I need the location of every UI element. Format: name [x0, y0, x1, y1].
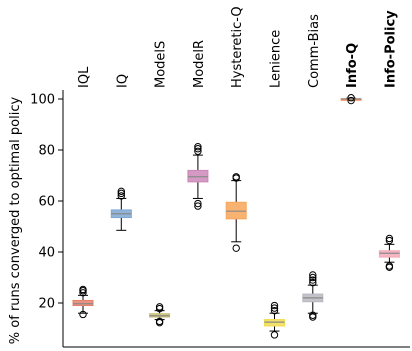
- box-modelr: [187, 142, 209, 210]
- outlier-point: [309, 311, 317, 319]
- outlier-point: [117, 189, 126, 198]
- category-label-info-policy: Info-Policy: [383, 10, 398, 88]
- outlier-point: [270, 331, 279, 339]
- outlier-point: [385, 262, 394, 270]
- y-tick-label: 40: [38, 246, 55, 261]
- outlier-point: [117, 192, 126, 200]
- category-label-models: ModelS: [154, 41, 169, 88]
- category-label-info-q: Info-Q: [345, 43, 360, 88]
- outlier-point: [309, 271, 317, 279]
- outlier-point: [385, 236, 394, 245]
- iqr-box: [264, 319, 285, 327]
- outlier-point: [270, 306, 279, 315]
- outlier-point: [309, 276, 317, 284]
- outlier-point: [155, 317, 164, 326]
- category-label-iq: IQ: [115, 74, 130, 88]
- box-models: [149, 303, 171, 327]
- outlier-point: [194, 147, 202, 155]
- outlier-point: [309, 278, 317, 287]
- box-iq: [110, 187, 132, 231]
- outlier-point: [270, 301, 279, 310]
- category-label-hysteretic-q: Hysteretic-Q: [230, 6, 245, 88]
- box-iql: [72, 285, 94, 319]
- y-tick-label: 20: [38, 297, 55, 312]
- category-label-iql: IQL: [77, 66, 92, 88]
- box-comm-bias: [302, 271, 324, 321]
- boxes-layer: [72, 94, 400, 339]
- outlier-point: [270, 304, 279, 312]
- category-label-modelr: ModelR: [192, 40, 207, 88]
- y-tick-label: 60: [38, 195, 55, 210]
- outlier-point: [347, 94, 355, 102]
- outlier-point: [194, 202, 202, 210]
- outlier-point: [194, 142, 202, 151]
- iqr-box: [72, 299, 94, 307]
- outlier-point: [385, 234, 394, 243]
- box-info-q: [340, 94, 362, 105]
- y-axis-title: % of runs converged to optimal policy: [8, 96, 23, 344]
- box-info-policy: [378, 234, 400, 271]
- category-labels: IQL IQ ModelS ModelR Hysteretic-Q Lenience Com…: [77, 6, 398, 88]
- y-tick-label: 100: [30, 93, 55, 108]
- outlier-point: [232, 244, 240, 252]
- y-tick-label: 80: [38, 144, 55, 159]
- box-hysteretic-q: [225, 173, 247, 252]
- outlier-point: [79, 289, 87, 297]
- outlier-point: [347, 96, 355, 105]
- iqr-box: [187, 169, 209, 183]
- outlier-point: [117, 187, 126, 196]
- y-axis-ticks: 20 40 60 80 100: [30, 93, 63, 312]
- category-label-lenience: Lenience: [269, 30, 284, 88]
- outlier-point: [194, 199, 202, 208]
- outlier-point: [232, 173, 240, 181]
- outlier-point: [309, 273, 317, 282]
- outlier-point: [155, 303, 164, 311]
- outlier-point: [194, 145, 202, 153]
- category-label-comm-bias: Comm-Bias: [307, 14, 322, 88]
- box-lenience: [264, 301, 285, 339]
- outlier-point: [79, 285, 87, 294]
- iqr-box: [225, 201, 247, 220]
- outlier-point: [79, 310, 87, 319]
- iqr-box: [378, 250, 400, 258]
